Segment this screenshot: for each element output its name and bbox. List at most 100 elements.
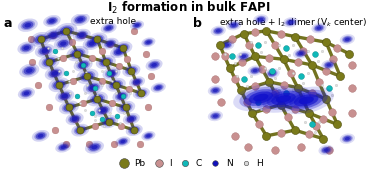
Ellipse shape: [324, 148, 328, 152]
Ellipse shape: [73, 29, 91, 42]
Ellipse shape: [102, 60, 109, 64]
Ellipse shape: [106, 26, 112, 30]
Ellipse shape: [154, 85, 163, 90]
Ellipse shape: [219, 40, 234, 50]
Ellipse shape: [211, 26, 226, 36]
Ellipse shape: [108, 80, 123, 90]
Ellipse shape: [105, 40, 115, 47]
Ellipse shape: [104, 25, 113, 31]
Ellipse shape: [96, 55, 116, 69]
Ellipse shape: [276, 95, 291, 103]
Ellipse shape: [146, 59, 163, 71]
Ellipse shape: [35, 44, 55, 58]
Ellipse shape: [342, 135, 353, 142]
Ellipse shape: [25, 23, 31, 28]
Ellipse shape: [120, 140, 125, 143]
Ellipse shape: [90, 94, 105, 104]
Ellipse shape: [236, 51, 251, 62]
Ellipse shape: [46, 60, 53, 65]
Ellipse shape: [285, 90, 328, 111]
Ellipse shape: [258, 18, 263, 21]
Ellipse shape: [88, 84, 99, 92]
Ellipse shape: [268, 71, 276, 76]
Ellipse shape: [213, 89, 218, 92]
Ellipse shape: [58, 40, 68, 47]
Ellipse shape: [127, 116, 136, 122]
Ellipse shape: [107, 70, 116, 77]
Ellipse shape: [295, 50, 306, 57]
Ellipse shape: [105, 69, 118, 78]
Ellipse shape: [118, 44, 128, 52]
Ellipse shape: [58, 91, 71, 101]
Ellipse shape: [213, 27, 224, 35]
Ellipse shape: [99, 115, 118, 128]
Ellipse shape: [324, 61, 335, 69]
Ellipse shape: [87, 33, 107, 46]
Ellipse shape: [238, 53, 249, 60]
Ellipse shape: [68, 114, 81, 123]
Ellipse shape: [239, 87, 282, 108]
Ellipse shape: [98, 107, 108, 114]
Ellipse shape: [43, 58, 55, 66]
Ellipse shape: [153, 84, 164, 91]
Ellipse shape: [311, 23, 327, 33]
Ellipse shape: [87, 92, 108, 106]
Ellipse shape: [289, 92, 323, 109]
Ellipse shape: [120, 46, 126, 50]
Legend: Pb, I, C, N, H: Pb, I, C, N, H: [111, 156, 267, 172]
Ellipse shape: [18, 19, 38, 32]
Ellipse shape: [67, 46, 88, 61]
Ellipse shape: [133, 22, 141, 28]
Ellipse shape: [77, 32, 87, 39]
Ellipse shape: [316, 26, 322, 30]
Ellipse shape: [231, 24, 236, 27]
Ellipse shape: [146, 134, 151, 137]
Ellipse shape: [59, 92, 70, 100]
Ellipse shape: [33, 34, 48, 45]
Ellipse shape: [221, 41, 232, 49]
Ellipse shape: [144, 133, 152, 139]
Ellipse shape: [44, 29, 63, 42]
Ellipse shape: [288, 21, 293, 24]
Ellipse shape: [55, 142, 71, 153]
Ellipse shape: [77, 128, 83, 132]
Ellipse shape: [96, 106, 110, 115]
Ellipse shape: [315, 25, 323, 31]
Ellipse shape: [74, 51, 81, 56]
Ellipse shape: [143, 39, 153, 46]
Ellipse shape: [321, 146, 332, 154]
Ellipse shape: [141, 131, 155, 141]
Ellipse shape: [151, 63, 157, 67]
Ellipse shape: [102, 117, 116, 126]
Ellipse shape: [23, 46, 29, 50]
Ellipse shape: [84, 74, 91, 79]
Ellipse shape: [75, 16, 85, 23]
Ellipse shape: [58, 25, 74, 37]
Ellipse shape: [71, 49, 84, 58]
Ellipse shape: [283, 17, 298, 28]
Ellipse shape: [130, 127, 139, 133]
Ellipse shape: [47, 18, 57, 24]
Ellipse shape: [119, 139, 127, 144]
Ellipse shape: [77, 17, 84, 22]
Ellipse shape: [62, 28, 70, 34]
Ellipse shape: [79, 71, 95, 82]
Ellipse shape: [83, 81, 103, 94]
Ellipse shape: [130, 20, 144, 30]
Ellipse shape: [256, 85, 311, 113]
Ellipse shape: [116, 50, 121, 54]
Ellipse shape: [266, 90, 301, 107]
Ellipse shape: [24, 67, 35, 74]
Ellipse shape: [211, 113, 220, 119]
Text: a: a: [4, 17, 12, 30]
Ellipse shape: [93, 104, 113, 117]
Ellipse shape: [279, 87, 334, 114]
Ellipse shape: [85, 39, 98, 48]
Ellipse shape: [116, 101, 135, 114]
Ellipse shape: [49, 70, 60, 77]
Text: I$_2$ formation in bulk FAPI: I$_2$ formation in bulk FAPI: [107, 0, 271, 16]
Ellipse shape: [223, 42, 231, 48]
Ellipse shape: [101, 23, 117, 33]
Ellipse shape: [299, 97, 314, 104]
Ellipse shape: [102, 67, 121, 80]
